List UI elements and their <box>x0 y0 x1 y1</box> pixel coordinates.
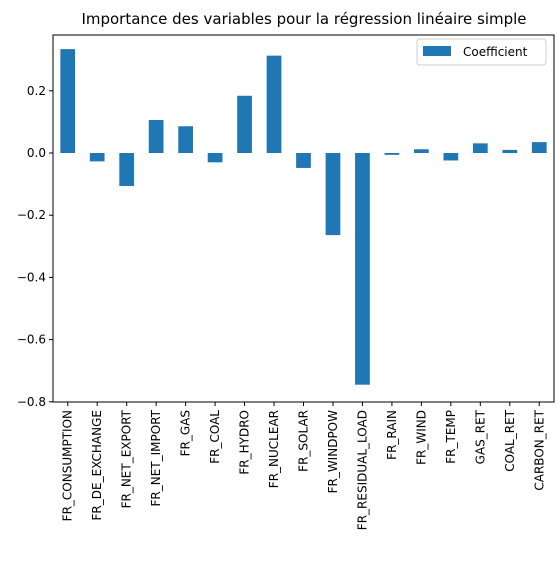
bar-carbon-ret <box>531 142 547 153</box>
bar-fr-rain <box>384 153 400 155</box>
plot-frame <box>52 34 555 403</box>
bar-fr-consumption <box>60 49 76 153</box>
y-tick-label: 0.2 <box>27 84 46 98</box>
bar-fr-temp <box>443 153 459 161</box>
y-tick-label: −0.4 <box>17 270 46 284</box>
x-tick-label: FR_WINDPOW <box>326 410 340 494</box>
x-tick-label: FR_NET_EXPORT <box>120 409 134 508</box>
x-tick-label: CARBON_RET <box>532 409 546 490</box>
x-tick-label: GAS_RET <box>473 409 487 464</box>
bar-fr-net-export <box>119 153 135 186</box>
chart-title: Importance des variables pour la régress… <box>81 10 526 28</box>
x-axis: FR_CONSUMPTION FR_DE_EXCHANGE FR_NET_EXPOR… <box>61 402 546 530</box>
bar-fr-gas <box>178 126 193 153</box>
x-tick-label: FR_GAS <box>179 410 193 456</box>
y-axis: 0.2 0.0 −0.2 −0.4 −0.6 −0.8 <box>17 84 53 409</box>
y-tick-label: −0.8 <box>17 395 46 409</box>
bar-fr-residual-load <box>355 153 370 385</box>
x-tick-label: FR_RAIN <box>385 410 399 460</box>
legend-label: Coefficient <box>463 45 528 59</box>
bar-fr-de-exchange <box>89 153 105 162</box>
x-tick-label: FR_SOLAR <box>297 410 311 472</box>
y-tick-label: 0.0 <box>27 146 46 160</box>
bars-group <box>60 49 547 385</box>
y-tick-label: −0.2 <box>17 208 46 222</box>
legend-swatch <box>423 46 451 56</box>
bar-fr-windpow <box>325 153 341 236</box>
legend: Coefficient <box>416 38 547 66</box>
bar-fr-solar <box>296 153 311 168</box>
x-tick-label: FR_COAL <box>208 410 222 464</box>
x-tick-label: FR_NET_IMPORT <box>149 409 163 506</box>
x-tick-label: FR_DE_EXCHANGE <box>90 410 104 520</box>
x-tick-label: FR_TEMP <box>444 410 458 464</box>
x-tick-label: FR_RESIDUAL_LOAD <box>355 410 369 530</box>
x-tick-label: FR_WIND <box>414 410 428 465</box>
bar-fr-hydro <box>237 95 252 153</box>
bar-fr-nuclear <box>266 55 282 154</box>
bar-fr-wind <box>414 149 429 153</box>
x-tick-label: FR_NUCLEAR <box>267 410 281 488</box>
bar-fr-coal <box>207 153 223 163</box>
legend-box <box>416 38 547 66</box>
bar-gas-ret <box>472 143 488 153</box>
bar-coal-ret <box>502 149 518 153</box>
x-tick-label: COAL_RET <box>503 409 517 471</box>
y-tick-label: −0.6 <box>17 333 46 347</box>
x-tick-label: FR_HYDRO <box>238 410 252 475</box>
x-tick-label: FR_CONSUMPTION <box>61 410 75 521</box>
bar-fr-net-import <box>148 120 164 153</box>
